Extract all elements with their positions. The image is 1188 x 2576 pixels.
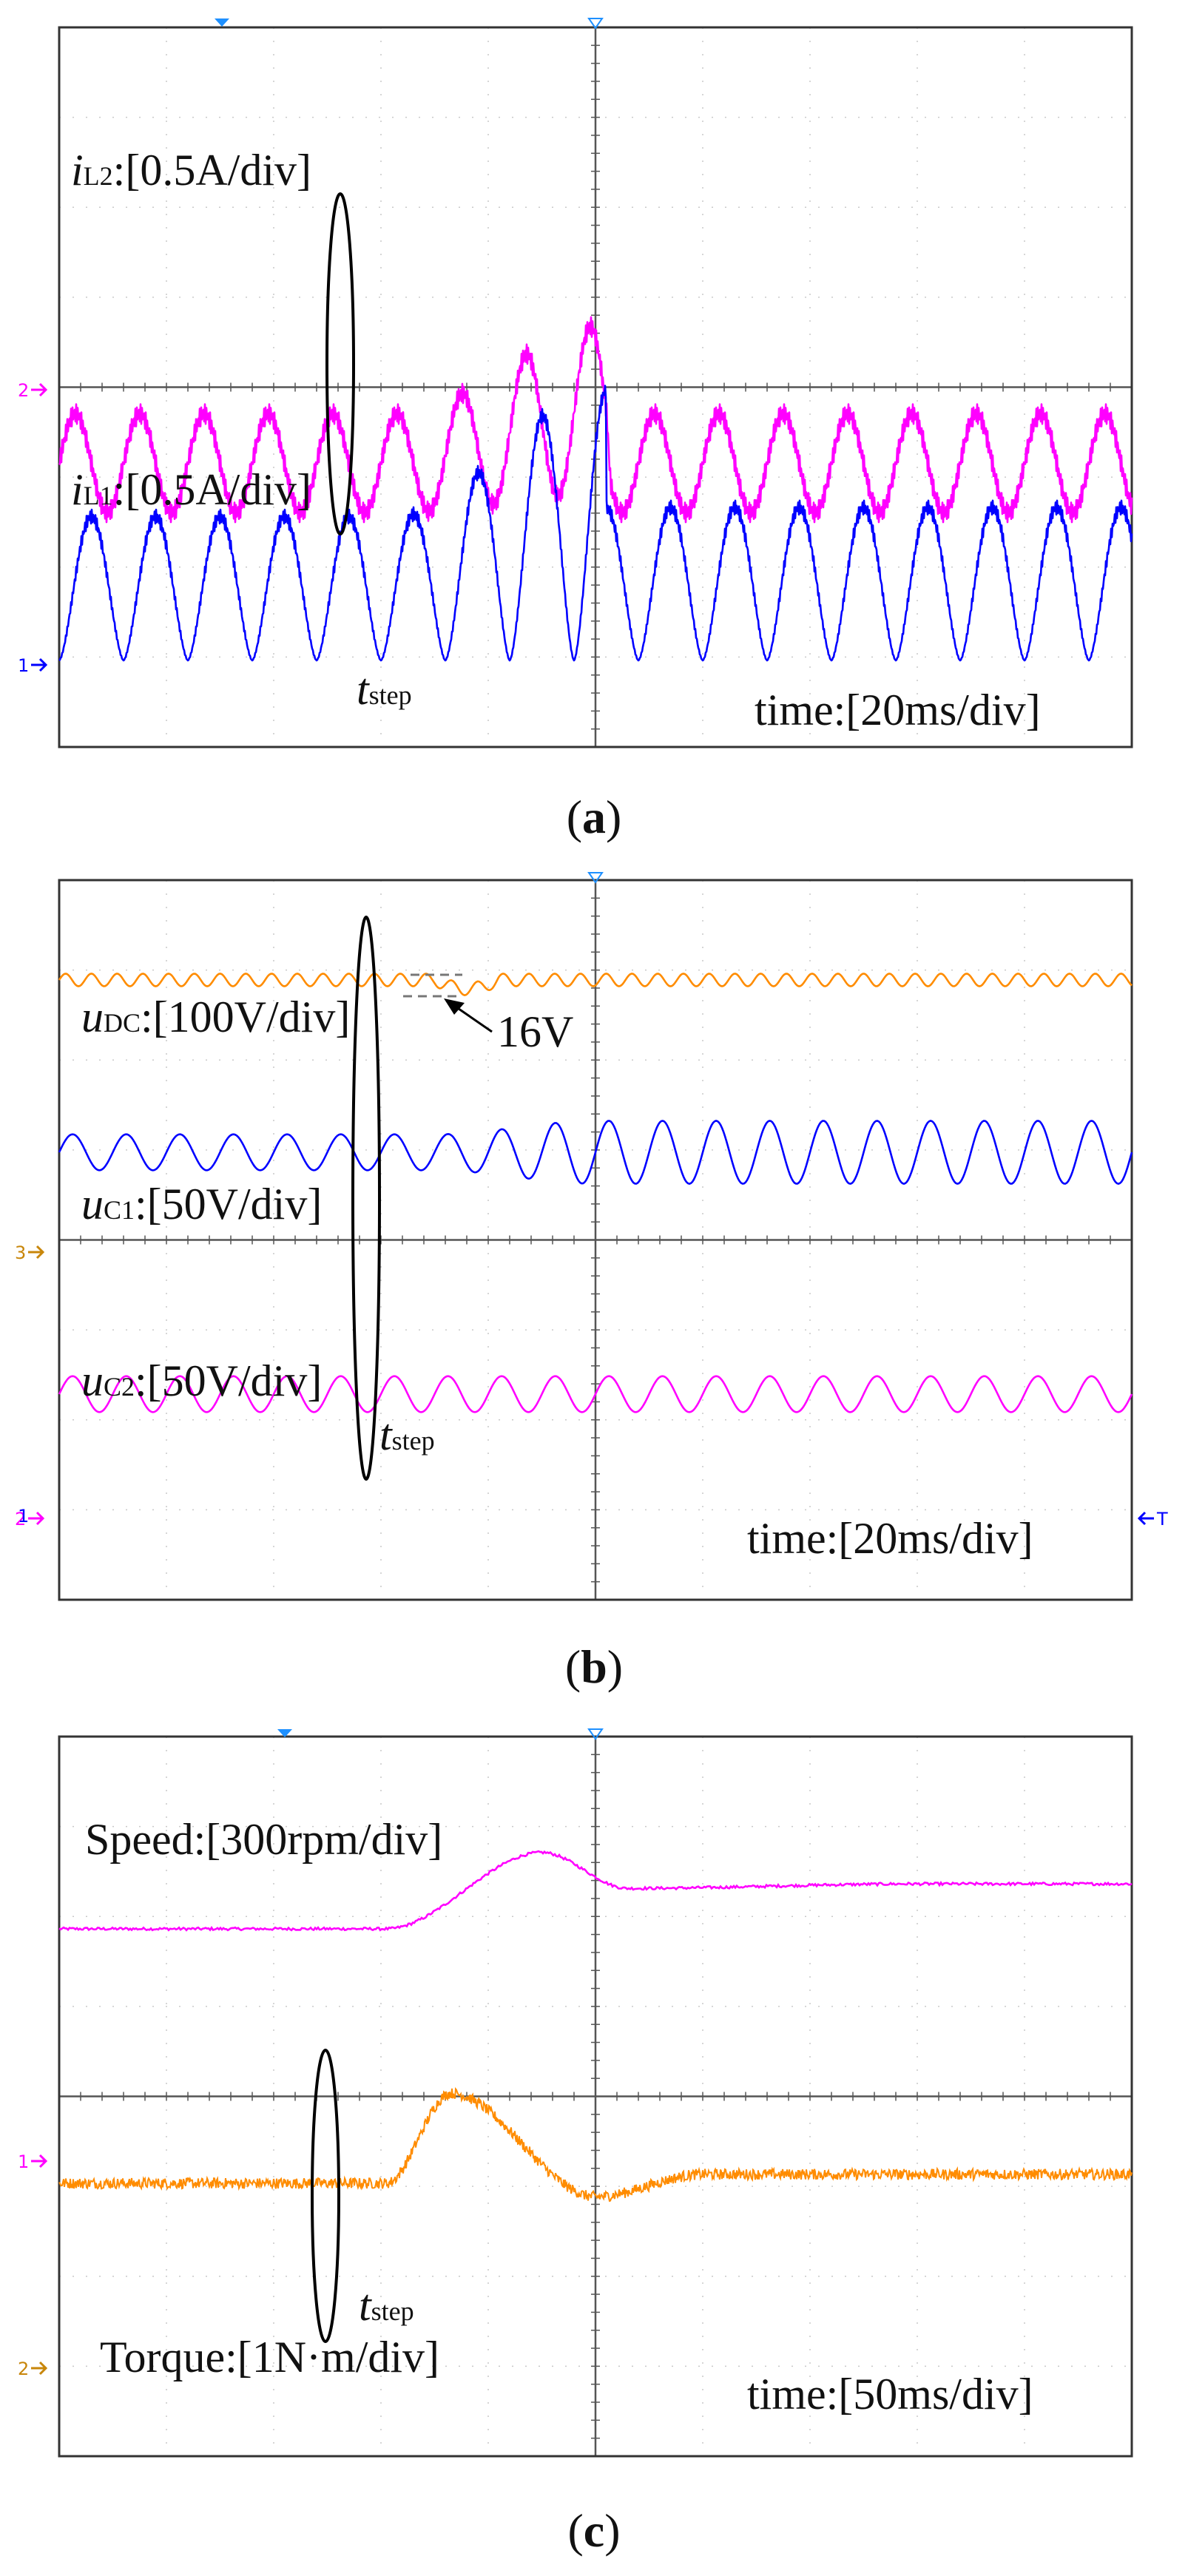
step-ellipse-b	[351, 916, 381, 1481]
time-label-a: time:[20ms/div]	[755, 686, 1041, 734]
label-il1: iL1:[0.5A/div]	[71, 465, 311, 514]
step-label-a: tstep	[357, 665, 412, 714]
trace-il1	[58, 385, 1133, 662]
panel-c: 1 2 Speed:[300rpm/div] tstep Torque:[1N·…	[18, 1728, 1133, 2557]
panel-a: 2 1 iL2:[0.5A/div] iL1:[0.5A/div] tstep …	[18, 18, 1133, 843]
step-ellipse-c	[311, 2049, 340, 2343]
channel-marker-b-2: 2	[15, 1509, 26, 1529]
scope-frame-c	[58, 1735, 1133, 2458]
center-marker-c	[587, 1728, 604, 1740]
trigger-marker-a	[215, 18, 229, 27]
arrow-left-icon	[1137, 1511, 1154, 1526]
channel-marker-a-2: 2	[18, 380, 29, 401]
scope-grid-b	[59, 880, 1132, 1600]
arrow-right-icon	[31, 657, 48, 672]
trigger-level-marker: T	[1156, 1509, 1168, 1529]
time-label-c: time:[50ms/div]	[747, 2370, 1033, 2418]
center-marker-a	[587, 18, 604, 30]
label-udc: uDC:[100V/div]	[81, 993, 350, 1041]
channel-marker-a-1: 1	[18, 655, 29, 676]
step-label-b: tstep	[379, 1410, 435, 1459]
arrow-right-icon	[31, 2361, 48, 2376]
arrow-right-icon	[31, 382, 48, 397]
step-label-c: tstep	[359, 2281, 414, 2330]
step-ellipse-a	[325, 192, 355, 535]
label-torque: Torque:[1N·m/div]	[100, 2333, 439, 2381]
annotation-16v: 16V	[497, 1007, 573, 1056]
panel-b: 16V 3 2 1 T uDC:[100V/div] uC1:[50V/div]…	[15, 872, 1168, 1693]
scope-grid-a	[59, 27, 1132, 747]
channel-marker-b-3: 3	[15, 1243, 26, 1263]
time-label-b: time:[20ms/div]	[747, 1514, 1033, 1563]
caption-a: (a)	[567, 791, 622, 843]
arrowhead-icon	[444, 998, 465, 1015]
arrow-right-icon	[28, 1245, 45, 1260]
trace-uc1	[58, 1120, 1133, 1185]
channel-marker-c-2: 2	[18, 2359, 29, 2379]
arrow-right-icon	[28, 1511, 45, 1526]
trace-uc2	[58, 1375, 1133, 1413]
label-uc1: uC1:[50V/div]	[81, 1180, 322, 1228]
trigger-marker-c	[277, 1729, 292, 1737]
caption-c: (c)	[567, 2504, 620, 2557]
trace-speed	[58, 1850, 1133, 1932]
trace-il2	[58, 316, 1133, 524]
center-marker-b	[587, 872, 604, 884]
channel-marker-c-1: 1	[18, 2151, 29, 2172]
scope-grid-c	[59, 1737, 1132, 2456]
trace-torque	[58, 2086, 1133, 2203]
scope-frame-b	[58, 879, 1133, 1601]
label-il2: iL2:[0.5A/div]	[71, 146, 311, 195]
label-uc2: uC2:[50V/div]	[81, 1356, 322, 1405]
trace-udc	[58, 973, 1133, 996]
caption-b: (b)	[565, 1640, 623, 1693]
label-speed: Speed:[300rpm/div]	[85, 1815, 442, 1864]
arrow-right-icon	[31, 2154, 48, 2168]
channel-marker-b-1: 1	[18, 1506, 29, 1527]
